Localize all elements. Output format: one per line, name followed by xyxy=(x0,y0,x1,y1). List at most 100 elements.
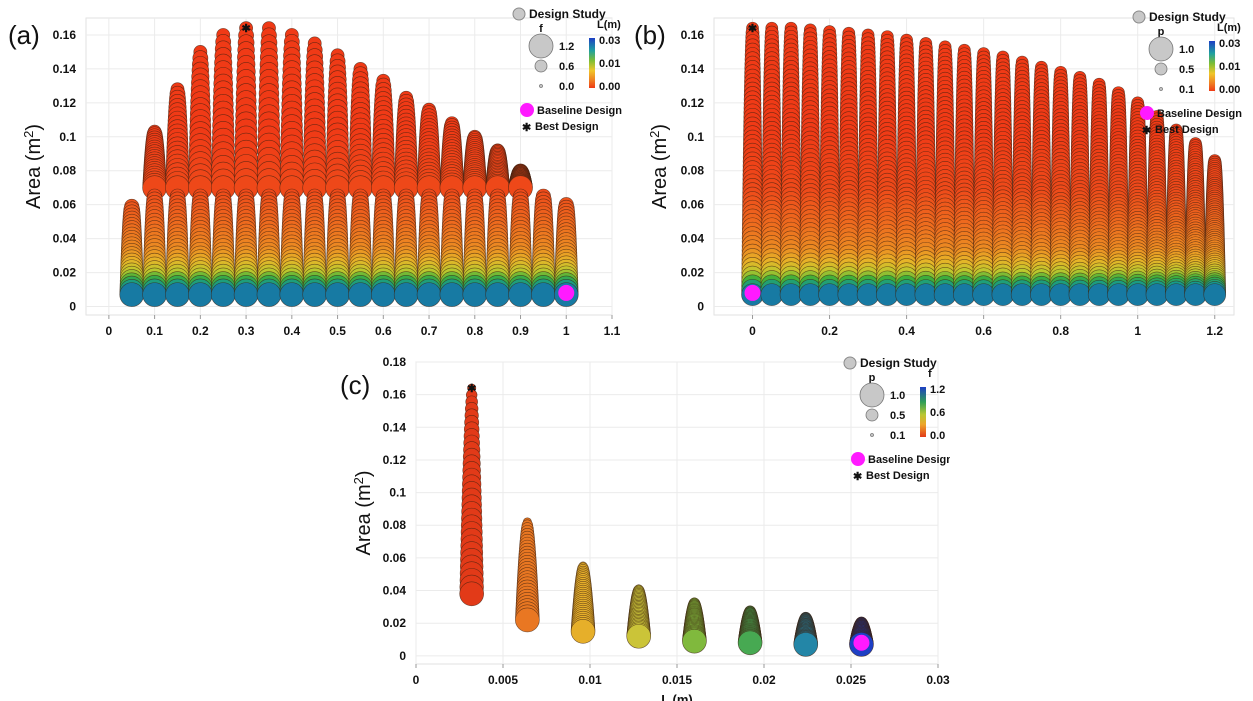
bubble xyxy=(119,282,145,307)
bubble-column xyxy=(626,584,652,649)
best-design-marker: ✱ xyxy=(241,23,250,35)
legend-size-bubble xyxy=(534,59,548,73)
bubble-column xyxy=(741,21,764,306)
bubble xyxy=(1030,283,1053,306)
legend-size-bubble xyxy=(870,433,874,437)
bubble-column xyxy=(1107,86,1130,306)
bubble xyxy=(256,282,282,307)
baseline-design-marker xyxy=(744,284,761,301)
bubble-chart-b: 0 0.2 0.4 0.6 0.8 1 1.2 0 0.02 0.04 0.06 0.08 0.1 0.1… xyxy=(634,10,1242,345)
x-tick-label: 0 xyxy=(749,324,756,338)
y-tick-label: 0.16 xyxy=(383,388,407,402)
bubble xyxy=(991,283,1015,306)
y-tick-label: 0.08 xyxy=(681,164,705,178)
bubble xyxy=(188,282,213,307)
bubble xyxy=(895,283,918,306)
y-tick-label: 0.16 xyxy=(53,28,77,42)
bubble-column xyxy=(1126,96,1150,306)
bubble xyxy=(570,619,596,644)
y-tick-label: 0.04 xyxy=(681,232,705,246)
x-tick-label: 0.8 xyxy=(466,324,483,338)
bubble xyxy=(972,283,995,306)
legend-color-tick: 0.03 xyxy=(1219,38,1240,50)
legend-size-bubble xyxy=(1148,36,1174,62)
legend-color-tick: 0.01 xyxy=(1219,61,1240,73)
bubble xyxy=(165,282,190,307)
bubble-column xyxy=(348,62,373,201)
y-tick-label: 0.14 xyxy=(53,62,77,76)
bubble xyxy=(1010,283,1034,306)
bubble-column xyxy=(142,124,167,201)
bubble-column xyxy=(737,605,763,656)
legend-size-label: f xyxy=(539,23,543,35)
bubble-column xyxy=(325,48,350,201)
bubble-column xyxy=(1145,110,1169,306)
legend-size-tick: 1.2 xyxy=(559,41,574,53)
x-tick-label: 0.005 xyxy=(488,673,518,687)
bubble-column xyxy=(914,37,938,306)
legend-design-study-marker xyxy=(1132,10,1146,24)
x-tick-label: 0.7 xyxy=(421,324,438,338)
legend: Design Study p 1.0 0.5 0.1 f 1.2 0.6 0.0 Baseline… xyxy=(843,356,950,483)
bubble-column xyxy=(818,25,841,306)
panel-b: 0 0.2 0.4 0.6 0.8 1 1.2 0 0.02 0.04 0.06 0.08 0.1 0.1… xyxy=(630,0,1253,345)
legend-size-tick: 1.0 xyxy=(890,390,905,402)
bubble xyxy=(210,282,236,307)
bubble xyxy=(485,282,510,307)
bubble xyxy=(856,283,880,306)
legend-color-tick: 0.0 xyxy=(930,430,945,442)
y-tick-label: 0.06 xyxy=(383,551,407,565)
bubble xyxy=(348,282,373,307)
x-tick-label: 0.015 xyxy=(662,673,692,687)
x-axis-label: f xyxy=(972,343,977,345)
y-tick-label: 0.06 xyxy=(53,198,77,212)
bubble-column xyxy=(570,561,596,644)
bubble xyxy=(798,283,822,306)
y-tick-label: 0 xyxy=(399,649,406,663)
panel-c: 0 0.005 0.01 0.015 0.02 0.025 0.03 0 0.02 0.04 0.0… xyxy=(330,350,950,701)
legend-baseline-marker xyxy=(851,452,865,466)
legend-size-tick: 0.6 xyxy=(559,61,574,73)
bubble-column xyxy=(439,188,465,307)
bubble-column xyxy=(462,129,488,201)
bubble-column xyxy=(393,188,419,307)
bubble-column xyxy=(1010,55,1034,306)
legend-best-marker: ✱ xyxy=(1142,125,1151,137)
bubble xyxy=(1049,283,1072,306)
bubble-column xyxy=(165,188,190,307)
y-tick-label: 0.12 xyxy=(681,96,705,110)
bubble-column xyxy=(1184,137,1207,306)
legend-color-label: f xyxy=(928,368,932,380)
bubble-column xyxy=(325,188,350,307)
bubble xyxy=(682,628,707,654)
x-tick-label: 0.4 xyxy=(283,324,300,338)
legend-best-label: Best Design xyxy=(866,470,930,482)
bubble-chart-c: 0 0.005 0.01 0.015 0.02 0.025 0.0300.020.040.0… xyxy=(340,355,950,701)
bubble-column xyxy=(798,23,822,306)
legend-size-tick: 0.1 xyxy=(890,430,905,442)
legend-colorbar xyxy=(920,387,926,437)
y-tick-label: 0.02 xyxy=(383,616,407,630)
bubble xyxy=(760,283,784,306)
x-axis-label: p xyxy=(345,343,353,345)
bubble xyxy=(325,282,350,307)
bubble-column xyxy=(142,188,167,307)
panel-label: (b) xyxy=(634,20,666,50)
bubble xyxy=(142,282,167,307)
bubble-column xyxy=(1203,154,1227,306)
bubble-column xyxy=(210,28,236,201)
y-axis-label: Area (m2) xyxy=(647,124,672,209)
y-tick-label: 0.02 xyxy=(681,266,705,280)
bubble xyxy=(439,282,465,307)
bubble xyxy=(1164,283,1188,306)
bubble-column xyxy=(439,116,465,201)
bubble-column xyxy=(760,21,784,306)
x-tick-label: 0 xyxy=(413,673,420,687)
x-tick-label: 0.01 xyxy=(578,673,602,687)
bubble-column xyxy=(1030,60,1053,306)
bubble-column xyxy=(416,188,442,307)
bubble xyxy=(1145,283,1169,306)
y-tick-label: 0 xyxy=(69,300,76,314)
bubble-column xyxy=(393,90,419,201)
y-tick-label: 0.06 xyxy=(681,198,705,212)
